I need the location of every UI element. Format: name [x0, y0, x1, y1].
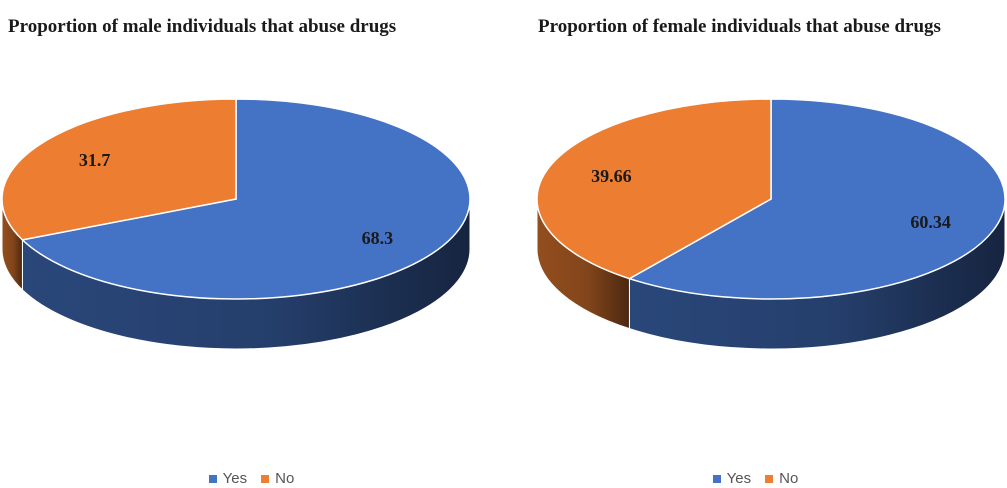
pie-slice-no [1, 98, 237, 241]
legend-swatch-yes [712, 474, 721, 483]
legend-swatch-no [261, 474, 270, 483]
pie-slice-no [536, 98, 772, 280]
pie-slice-yes [20, 98, 471, 300]
legend-label-yes: Yes [726, 470, 752, 487]
chart-title: Proportion of male individuals that abus… [8, 16, 397, 37]
chart-title: Proportion of female individuals that ab… [538, 16, 941, 37]
legend-label-yes: Yes [222, 470, 248, 487]
male-chart-panel: Proportion of male individuals that abus… [0, 0, 503, 488]
legend-item-yes: Yes [208, 470, 248, 487]
pie-slice-yes [627, 98, 1006, 300]
legend-item-no: No [765, 470, 798, 487]
pie-chart-male: 68.3 31.7 [1, 98, 471, 350]
legend: Yes No [0, 470, 503, 487]
legend-item-no: No [261, 470, 294, 487]
legend-item-yes: Yes [712, 470, 752, 487]
female-chart-panel: Proportion of female individuals that ab… [504, 0, 1007, 488]
legend-swatch-yes [208, 474, 217, 483]
data-label-no: 39.66 [591, 166, 632, 186]
data-label-no: 31.7 [79, 150, 111, 170]
legend-label-no: No [779, 470, 799, 487]
legend: Yes No [504, 470, 1007, 487]
legend-label-no: No [275, 470, 295, 487]
pie-chart-female: 60.34 39.66 [536, 98, 1006, 350]
data-label-yes: 60.34 [910, 212, 951, 232]
data-label-yes: 68.3 [362, 228, 394, 248]
legend-swatch-no [765, 474, 774, 483]
